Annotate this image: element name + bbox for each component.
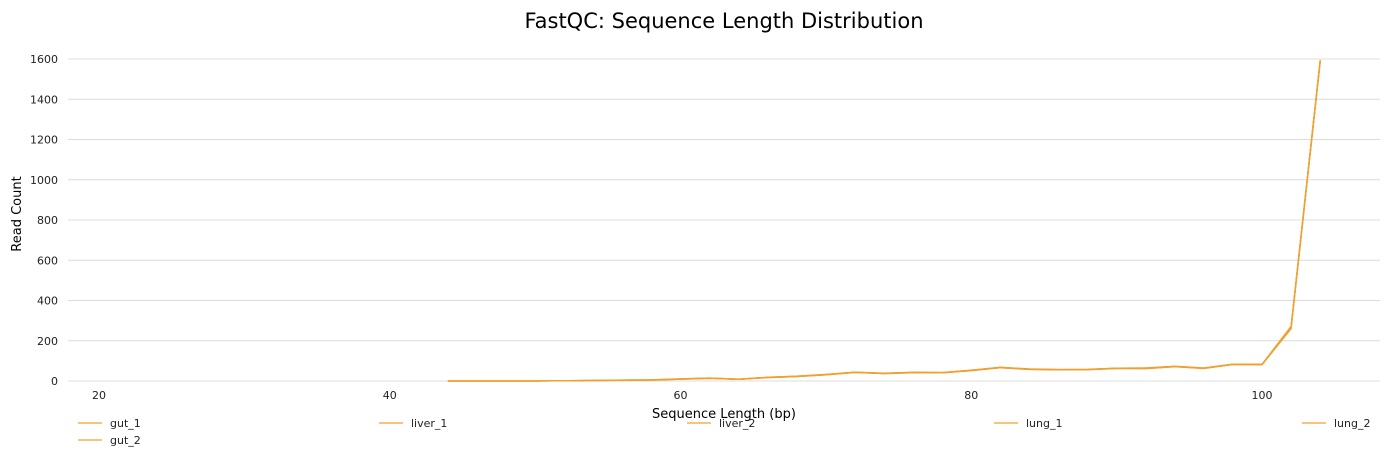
- legend-item-lung_1[interactable]: lung_1: [994, 417, 1062, 430]
- y-tick-label: 1200: [30, 134, 58, 147]
- y-tick-label: 600: [37, 254, 58, 267]
- legend-item-liver_1[interactable]: liver_1: [379, 417, 447, 430]
- chart-title: FastQC: Sequence Length Distribution: [524, 9, 923, 33]
- x-tick-label: 60: [674, 389, 688, 402]
- y-tick-labels: 0 200 400 600 800 1000 1200 1400 1600: [30, 53, 58, 388]
- x-axis-label: Sequence Length (bp): [652, 407, 796, 422]
- series-line-lung_2: [447, 60, 1321, 382]
- legend-label: gut_2: [110, 434, 141, 447]
- x-tick-labels: 20 40 60 80 100: [92, 389, 1273, 402]
- y-tick-label: 400: [37, 295, 58, 308]
- y-tick-label: 0: [51, 375, 58, 388]
- series-line-liver_2: [447, 60, 1321, 382]
- legend-label: liver_2: [719, 417, 755, 430]
- series-line-liver_1: [447, 61, 1321, 382]
- x-tick-label: 80: [964, 389, 978, 402]
- gridlines: [68, 58, 1380, 382]
- series-line-lung_1: [447, 61, 1321, 382]
- x-tick-label: 20: [92, 389, 106, 402]
- y-tick-label: 200: [37, 335, 58, 348]
- legend-label: lung_2: [1334, 417, 1370, 430]
- y-tick-label: 1400: [30, 93, 58, 106]
- legend-label: gut_1: [110, 417, 141, 430]
- y-tick-label: 800: [37, 214, 58, 227]
- legend-item-lung_2[interactable]: lung_2: [1302, 417, 1370, 430]
- legend-label: lung_1: [1026, 417, 1062, 430]
- legend-item-gut_2[interactable]: gut_2: [78, 434, 141, 447]
- series-lines: [447, 59, 1321, 382]
- y-tick-label: 1000: [30, 174, 58, 187]
- x-tick-label: 100: [1252, 389, 1273, 402]
- x-tick-label: 40: [383, 389, 397, 402]
- legend-label: liver_1: [411, 417, 447, 430]
- y-axis-label: Read Count: [10, 176, 25, 251]
- legend: gut_1 gut_2 liver_1 liver_2 lung_1 lung_2: [78, 417, 1370, 447]
- legend-item-liver_2[interactable]: liver_2: [687, 417, 755, 430]
- legend-item-gut_1[interactable]: gut_1: [78, 417, 141, 430]
- y-tick-label: 1600: [30, 53, 58, 66]
- series-line-gut_1: [447, 60, 1321, 382]
